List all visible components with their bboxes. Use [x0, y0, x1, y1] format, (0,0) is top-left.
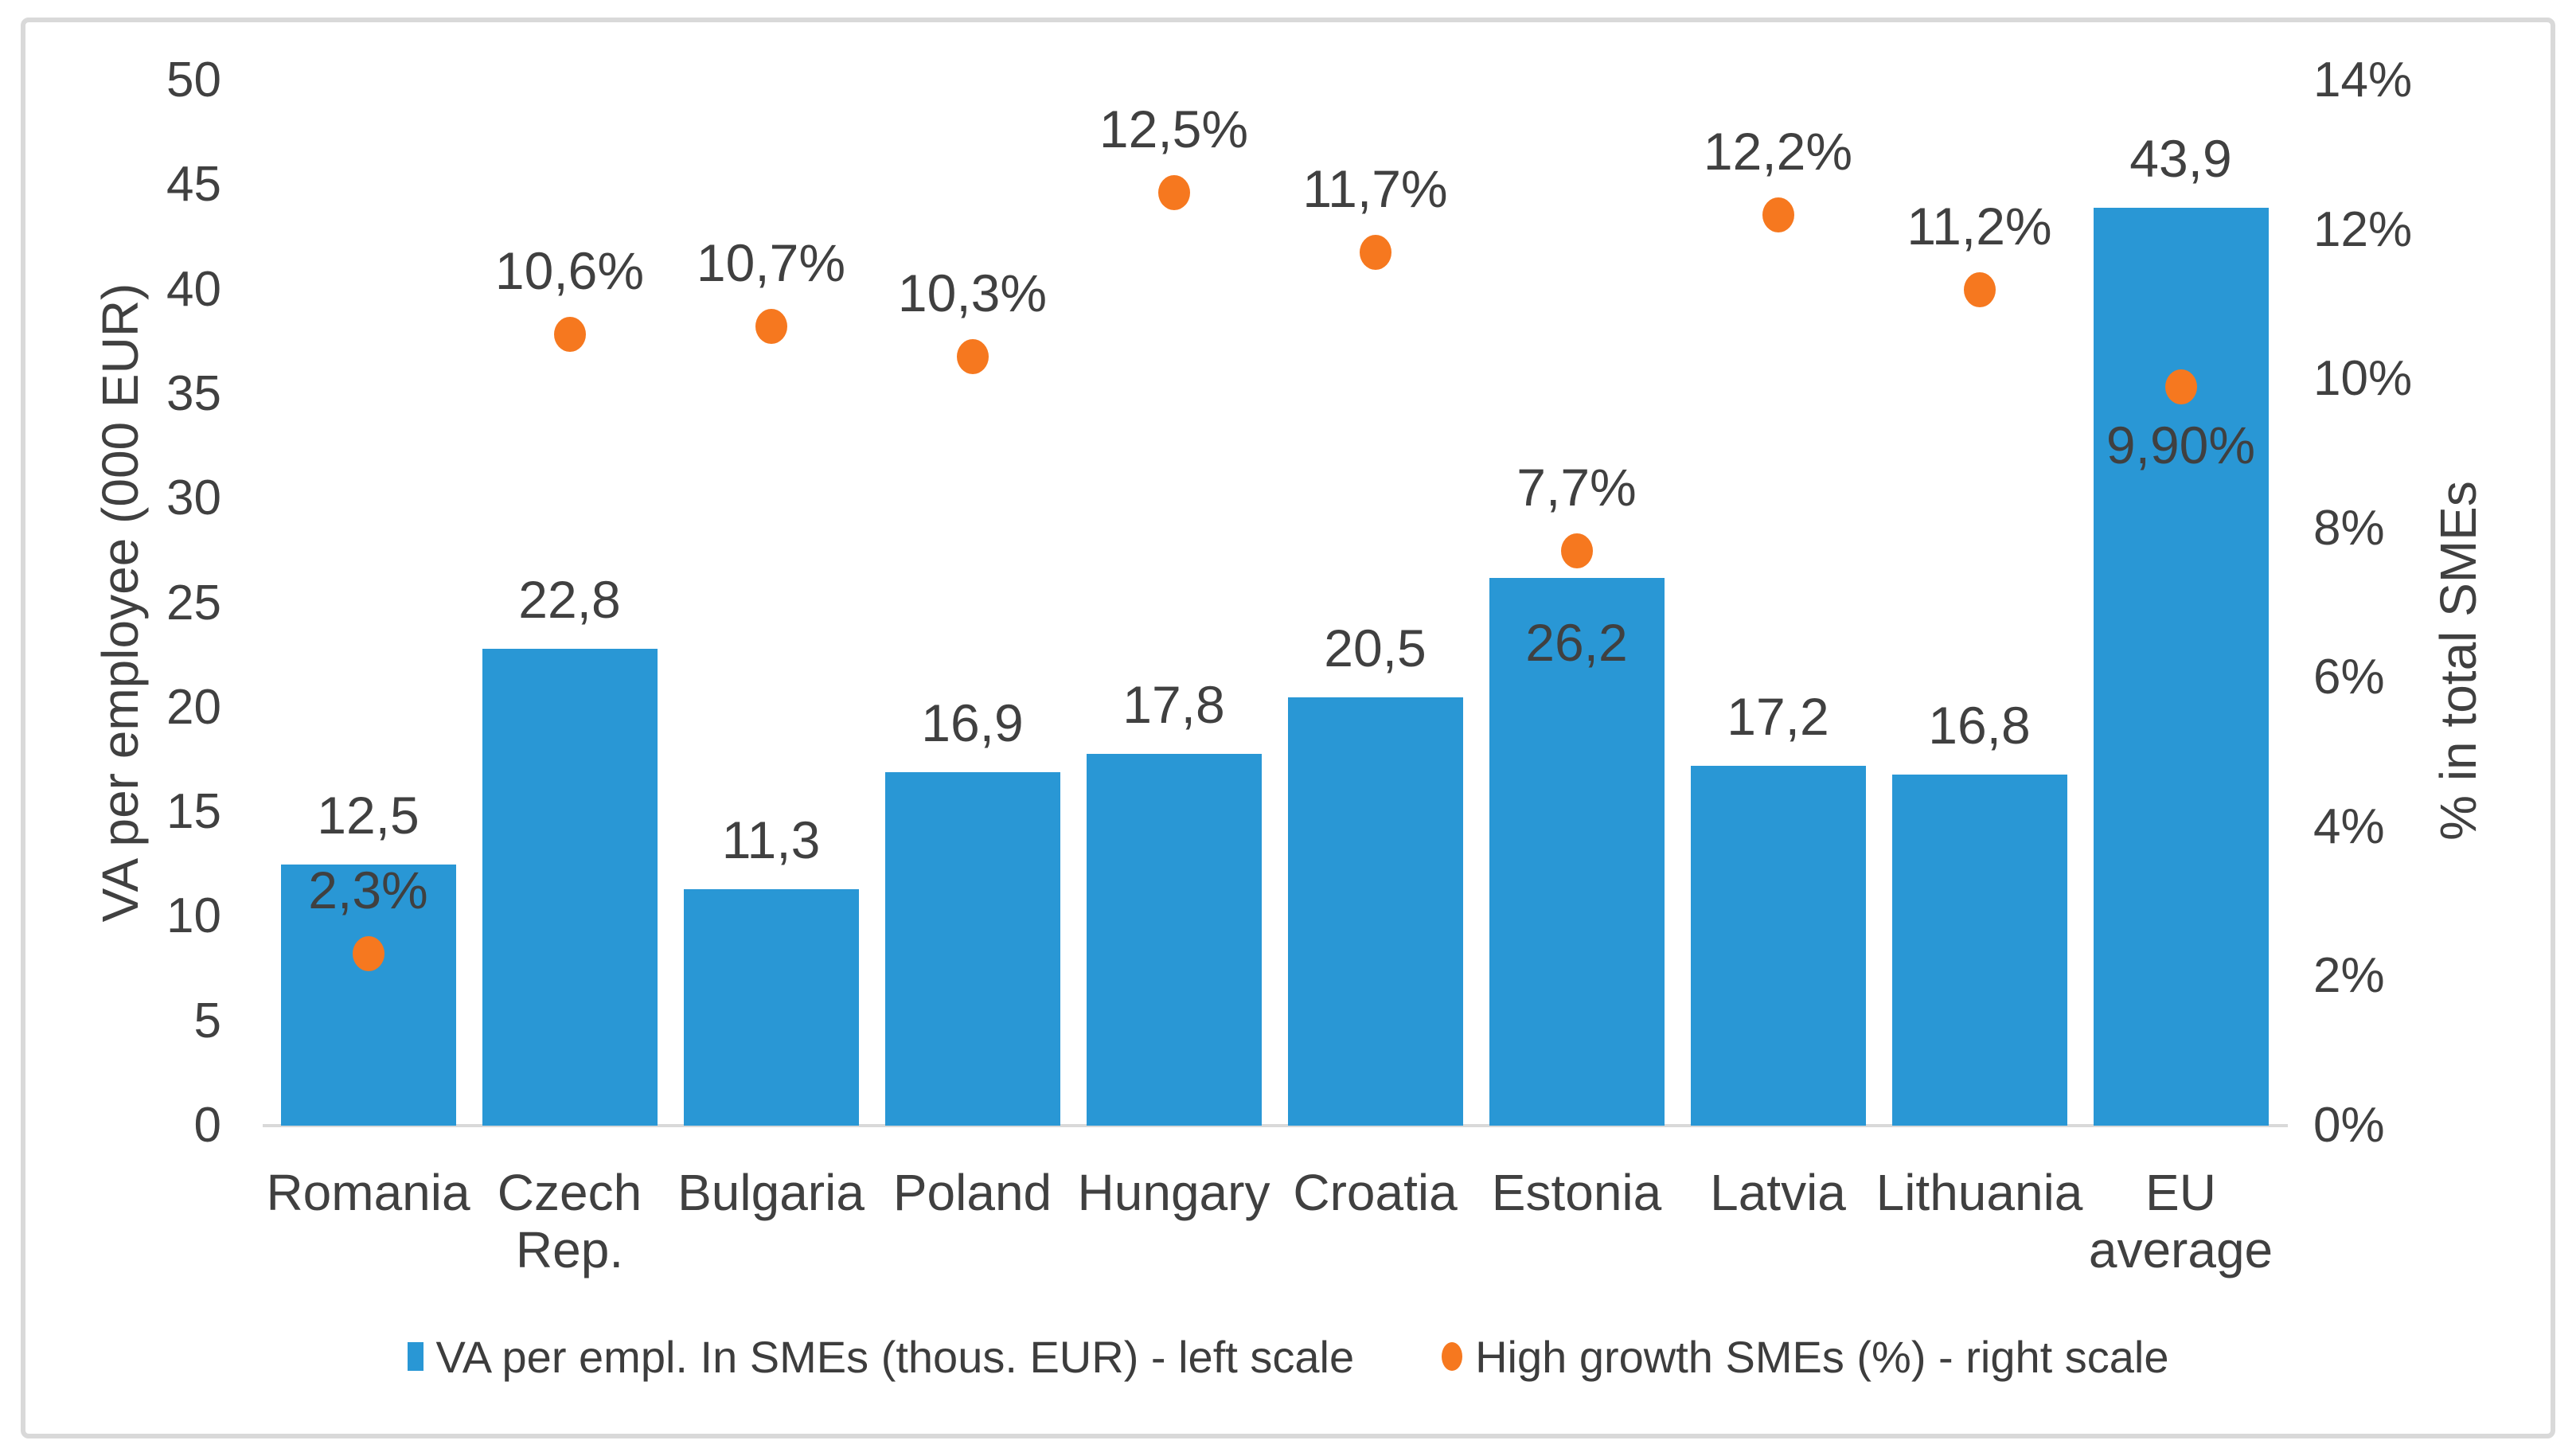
high-growth-dot	[1560, 533, 1593, 568]
dot-value-label: 7,7%	[1516, 457, 1637, 517]
dot-value-label: 10,7%	[696, 233, 846, 293]
bar-Lithuania	[1891, 774, 2067, 1126]
category-label-Bulgaria: Bulgaria	[677, 1164, 865, 1221]
right-axis-tick: 8%	[2313, 500, 2385, 556]
left-axis-tick: 15	[166, 784, 221, 840]
dot-series-marker-icon	[1442, 1342, 1463, 1371]
high-growth-dot	[755, 309, 787, 345]
high-growth-dot	[1157, 174, 1190, 210]
right-axis-tick: 6%	[2313, 650, 2385, 705]
bar-Bulgaria	[683, 889, 859, 1126]
left-axis-tick: 35	[166, 365, 221, 421]
bar-value-label: 43,9	[2129, 129, 2232, 189]
x-axis-line	[263, 1124, 2288, 1127]
left-axis-tick: 10	[166, 888, 221, 944]
high-growth-dot	[1963, 271, 1996, 307]
left-axis-tick: 25	[166, 575, 221, 630]
bar-Croatia	[1287, 697, 1463, 1126]
bar-value-label: 16,8	[1928, 695, 2031, 755]
high-growth-dot	[1359, 234, 1391, 270]
bar-Poland	[884, 772, 1060, 1126]
category-label-Hungary: Hungary	[1077, 1164, 1270, 1221]
right-axis-tick: 10%	[2313, 351, 2413, 407]
category-label-Croatia: Croatia	[1293, 1164, 1458, 1221]
left-axis-tick: 40	[166, 261, 221, 317]
category-label-Czech Rep.: Czech Rep.	[497, 1164, 642, 1278]
left-axis-tick: 0	[193, 1098, 221, 1153]
high-growth-dot	[956, 339, 989, 374]
bar-value-label: 12,5	[317, 785, 420, 845]
dot-value-label: 10,6%	[494, 240, 645, 300]
category-label-Estonia: Estonia	[1491, 1164, 1662, 1221]
bar-value-label: 11,3	[721, 810, 821, 870]
right-axis-tick: 12%	[2313, 201, 2413, 257]
bar-value-label: 20,5	[1324, 618, 1427, 677]
bar-series-marker-icon	[407, 1342, 423, 1371]
category-label-Lithuania: Lithuania	[1875, 1164, 2083, 1221]
dot-value-label: 11,2%	[1907, 196, 2052, 256]
dot-value-label: 2,3%	[308, 861, 428, 920]
right-axis-tick: 14%	[2313, 53, 2413, 107]
high-growth-dot	[2164, 369, 2197, 404]
left-axis-tick: 20	[166, 679, 221, 735]
category-label-EU average: EU average	[2088, 1164, 2274, 1278]
right-axis-tick: 2%	[2313, 948, 2385, 1004]
dot-value-label: 11,7%	[1302, 158, 1448, 218]
bar-Estonia	[1489, 577, 1665, 1126]
right-axis-tick: 4%	[2313, 798, 2385, 854]
dot-value-label: 9,90%	[2106, 415, 2256, 474]
bar-Hungary	[1086, 753, 1262, 1126]
category-label-Latvia: Latvia	[1710, 1164, 1846, 1221]
category-label-Poland: Poland	[892, 1164, 1052, 1221]
left-axis-tick: 45	[166, 157, 221, 213]
high-growth-dot	[352, 936, 384, 972]
left-axis-tick: 50	[166, 53, 221, 107]
high-growth-dot	[1762, 197, 1794, 232]
bar-value-label: 16,9	[921, 693, 1024, 753]
bar-Romania	[280, 864, 456, 1126]
bar-Latvia	[1690, 766, 1866, 1126]
bar-value-label: 26,2	[1525, 612, 1628, 672]
legend-label-dot-series: High growth SMEs (%) - right scale	[1475, 1331, 2169, 1382]
legend-label-bar-series: VA per empl. In SMEs (thous. EUR) - left…	[435, 1331, 1355, 1382]
dot-value-label: 12,5%	[1099, 99, 1249, 158]
legend: VA per empl. In SMEs (thous. EUR) - left…	[0, 1325, 2576, 1388]
left-axis-tick: 30	[166, 470, 221, 526]
dot-value-label: 10,3%	[897, 263, 1048, 322]
legend-item-dot-series: High growth SMEs (%) - right scale	[1442, 1331, 2168, 1383]
bar-value-label: 17,2	[1727, 687, 1829, 747]
legend-item-bar-series: VA per empl. In SMEs (thous. EUR) - left…	[407, 1331, 1355, 1383]
category-label-Romania: Romania	[266, 1164, 470, 1221]
bar-Czech Rep.	[482, 649, 658, 1126]
left-axis-tick: 5	[193, 993, 221, 1048]
bar-value-label: 22,8	[518, 570, 621, 630]
dot-value-label: 12,2%	[1703, 121, 1853, 181]
bar-EU average	[2093, 208, 2269, 1126]
high-growth-dot	[553, 316, 586, 352]
right-axis-tick: 0%	[2313, 1098, 2385, 1153]
bar-value-label: 17,8	[1122, 674, 1225, 734]
